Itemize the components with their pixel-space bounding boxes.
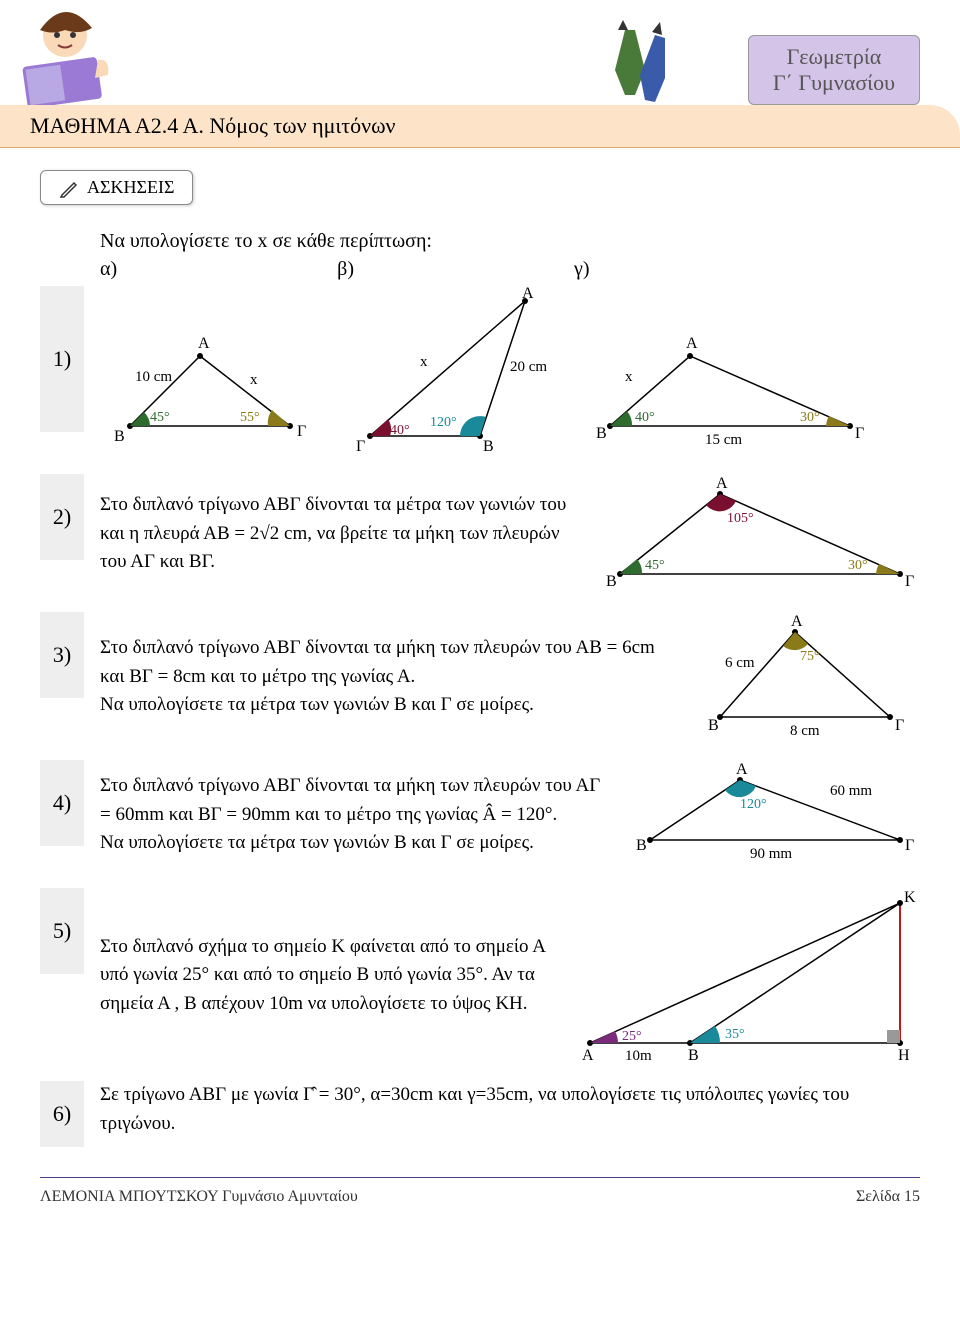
svg-text:120°: 120° [740, 797, 767, 812]
exercise-6: 6) Σε τρίγωνο ΑΒΓ με γωνία Γ̂ = 30°, α=3… [40, 1081, 920, 1147]
svg-text:x: x [625, 369, 633, 385]
triangle-4: A Β Γ 120° 60 mm 90 mm [630, 760, 920, 870]
exercise-number: 3) [40, 612, 84, 698]
svg-text:15 cm: 15 cm [705, 432, 742, 448]
svg-text:A: A [686, 335, 698, 352]
svg-text:Η: Η [898, 1047, 910, 1063]
lesson-title: ΜΑΘΗΜΑ Α2.4 Α. Νόμος των ημιτόνων [0, 105, 960, 148]
svg-text:Γ: Γ [905, 573, 914, 590]
exercise-number: 1) [40, 286, 84, 432]
svg-text:45°: 45° [150, 410, 170, 425]
svg-text:40°: 40° [390, 423, 410, 438]
triangle-2: A Β Γ 105° 45° 30° [600, 474, 920, 594]
svg-text:6 cm: 6 cm [725, 655, 755, 671]
exercise-1-figures: A Β Γ 10 cm x 45° 55° A Β Γ x [100, 286, 870, 456]
exercises-button: ΑΣΚΗΣΕΙΣ [40, 170, 193, 205]
svg-text:x: x [250, 372, 258, 388]
svg-text:Β: Β [688, 1047, 699, 1063]
exercises-label: ΑΣΚΗΣΕΙΣ [87, 177, 174, 198]
svg-text:Β: Β [606, 573, 617, 590]
svg-text:35°: 35° [725, 1027, 745, 1042]
svg-text:105°: 105° [727, 511, 754, 526]
pencil-small-icon [59, 178, 79, 198]
svg-text:55°: 55° [240, 410, 260, 425]
svg-text:25°: 25° [622, 1029, 642, 1044]
svg-text:Β: Β [114, 428, 125, 445]
exercise-4-text: Στο διπλανό τρίγωνο ΑΒΓ δίνονται τα μήκη… [100, 772, 610, 858]
footer: ΛΕΜΟΝΙΑ ΜΠΟΥΤΣΚΟΥ Γυμνάσιο Αμυνταίου Σελ… [0, 1188, 960, 1206]
svg-text:120°: 120° [430, 415, 457, 430]
svg-text:A: A [716, 475, 728, 492]
svg-text:30°: 30° [800, 410, 820, 425]
svg-text:Γ: Γ [356, 438, 365, 455]
exercise-number: 5) [40, 888, 84, 974]
svg-text:90 mm: 90 mm [750, 846, 792, 862]
svg-text:Κ: Κ [904, 889, 916, 906]
svg-text:40°: 40° [635, 410, 655, 425]
svg-text:A: A [522, 286, 534, 302]
exercise-2-text: Στο διπλανό τρίγωνο ΑΒΓ δίνονται τα μέτρ… [100, 491, 580, 577]
svg-text:Γ: Γ [855, 425, 864, 442]
content: Να υπολογίσετε το x σε κάθε περίπτωση: α… [0, 230, 960, 1147]
exercise-3-text: Στο διπλανό τρίγωνο ΑΒΓ δίνονται τα μήκη… [100, 634, 660, 720]
svg-text:8 cm: 8 cm [790, 723, 820, 739]
svg-text:10 cm: 10 cm [135, 369, 172, 385]
svg-text:A: A [198, 335, 210, 352]
grade-text: Γ΄ Γυμνασίου [773, 70, 895, 96]
triangle-1c: A Β Γ x 40° 30° 15 cm [590, 326, 870, 456]
pencil-icon [600, 20, 680, 110]
subject-banner: Γεωμετρία Γ΄ Γυμνασίου [748, 35, 920, 105]
subject-text: Γεωμετρία [773, 44, 895, 70]
svg-text:75°: 75° [800, 649, 820, 664]
svg-text:Γ: Γ [297, 423, 306, 440]
svg-text:60 mm: 60 mm [830, 783, 872, 799]
footer-divider [40, 1177, 920, 1178]
svg-text:Β: Β [708, 717, 719, 734]
exercise-number: 6) [40, 1081, 84, 1147]
triangle-1b: A Β Γ x 20 cm 40° 120° [350, 286, 560, 456]
exercise-2: 2) Στο διπλανό τρίγωνο ΑΒΓ δίνονται τα μ… [40, 474, 920, 594]
footer-author: ΛΕΜΟΝΙΑ ΜΠΟΥΤΣΚΟΥ Γυμνάσιο Αμυνταίου [40, 1188, 358, 1206]
intro-text: Να υπολογίσετε το x σε κάθε περίπτωση: [100, 230, 920, 253]
student-icon [10, 0, 130, 110]
exercise-number: 4) [40, 760, 84, 846]
svg-text:Β: Β [596, 425, 607, 442]
exercise-6-text: Σε τρίγωνο ΑΒΓ με γωνία Γ̂ = 30°, α=30cm… [100, 1081, 920, 1138]
exercise-3: 3) Στο διπλανό τρίγωνο ΑΒΓ δίνονται τα μ… [40, 612, 920, 742]
sublabels: α) β) γ) [100, 258, 920, 281]
svg-text:A: A [736, 761, 748, 778]
svg-text:45°: 45° [645, 558, 665, 573]
triangle-1a: A Β Γ 10 cm x 45° 55° [100, 316, 320, 456]
svg-text:x: x [420, 354, 428, 370]
svg-text:Γ: Γ [905, 837, 914, 854]
svg-text:Α: Α [582, 1047, 594, 1063]
svg-text:Γ: Γ [895, 717, 904, 734]
triangle-3: A Β Γ 6 cm 75° 8 cm [680, 612, 920, 742]
label-c: γ) [574, 258, 590, 281]
svg-text:10m: 10m [625, 1048, 652, 1063]
svg-text:Β: Β [636, 837, 647, 854]
svg-text:A: A [791, 613, 803, 630]
exercise-1: 1) A Β Γ 10 cm x 45° 55° [40, 286, 920, 456]
footer-page: Σελίδα 15 [856, 1188, 920, 1206]
svg-text:30°: 30° [848, 558, 868, 573]
exercise-5-text: Στο διπλανό σχήμα το σημείο Κ φαίνεται α… [100, 933, 560, 1019]
label-a: α) [100, 258, 117, 281]
header: Γεωμετρία Γ΄ Γυμνασίου ΜΑΘΗΜΑ Α2.4 Α. Νό… [0, 0, 960, 150]
exercise-4: 4) Στο διπλανό τρίγωνο ΑΒΓ δίνονται τα μ… [40, 760, 920, 870]
svg-text:20 cm: 20 cm [510, 359, 547, 375]
exercise-5: 5) Στο διπλανό σχήμα το σημείο Κ φαίνετα… [40, 888, 920, 1063]
exercise-number: 2) [40, 474, 84, 560]
figure-5: Κ Α Β Η 25° 35° 10m [580, 888, 920, 1063]
svg-text:Β: Β [483, 438, 494, 455]
label-b: β) [337, 258, 354, 281]
